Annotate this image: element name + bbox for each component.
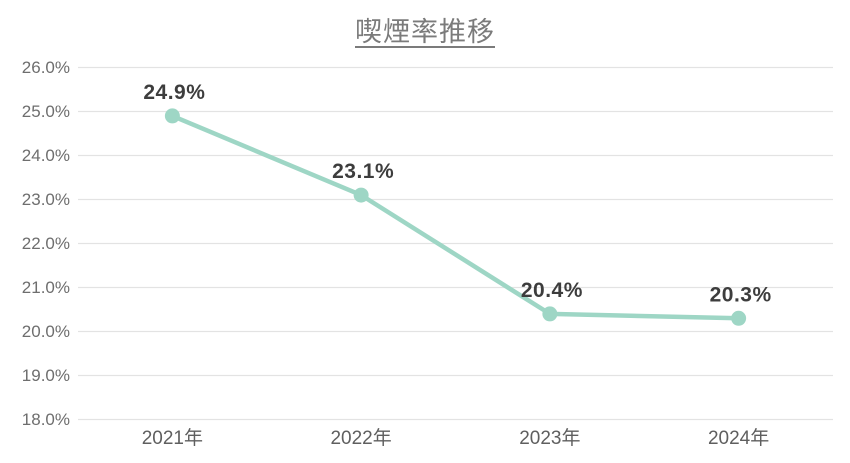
x-axis-tick-label: 2024年 xyxy=(708,427,769,449)
y-axis-tick-label: 18.0% xyxy=(22,410,70,429)
data-point-marker xyxy=(731,310,747,326)
data-point-marker xyxy=(542,306,558,322)
y-axis-tick-label: 21.0% xyxy=(22,278,70,297)
data-point-label: 24.9% xyxy=(143,81,205,104)
x-axis-tick-label: 2022年 xyxy=(330,427,391,449)
data-point-label: 20.3% xyxy=(710,283,772,306)
chart-title: 喫煙率推移 xyxy=(355,17,495,47)
x-axis-tick-label: 2023年 xyxy=(519,427,580,449)
y-axis-tick-label: 20.0% xyxy=(22,322,70,341)
y-axis-tick-label: 24.0% xyxy=(22,146,70,165)
y-axis-tick-label: 25.0% xyxy=(22,102,70,121)
y-axis-tick-label: 26.0% xyxy=(22,58,70,77)
y-axis-tick-label: 23.0% xyxy=(22,190,70,209)
data-point-label: 23.1% xyxy=(332,160,394,183)
y-axis-tick-label: 19.0% xyxy=(22,366,70,385)
data-point-marker xyxy=(353,187,369,203)
data-point-marker xyxy=(164,108,180,124)
y-axis-tick-label: 22.0% xyxy=(22,234,70,253)
trend-line xyxy=(170,113,741,321)
x-axis-tick-label: 2021年 xyxy=(142,427,203,449)
data-point-label: 20.4% xyxy=(521,279,583,302)
